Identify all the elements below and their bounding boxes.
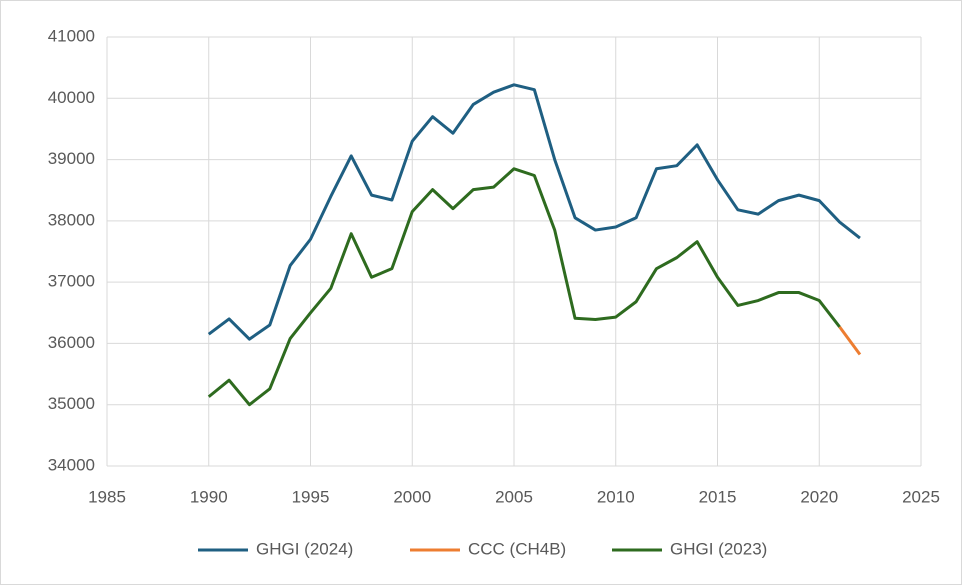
legend-label: GHGI (2024): [256, 539, 353, 558]
y-tick-label: 36000: [48, 333, 95, 352]
x-tick-label: 2010: [597, 487, 635, 506]
x-tick-label: 1990: [190, 487, 228, 506]
x-tick-label: 1995: [292, 487, 330, 506]
series-line: [838, 325, 862, 356]
x-tick-label: 1985: [88, 487, 126, 506]
y-tick-label: 34000: [48, 455, 95, 474]
y-tick-label: 39000: [48, 149, 95, 168]
x-tick-label: 2025: [902, 487, 940, 506]
series-line: [207, 167, 841, 407]
legend-label: GHGI (2023): [670, 539, 767, 558]
series-line: [207, 83, 861, 341]
legend-label: CCC (CH4B): [468, 539, 566, 558]
y-tick-label: 37000: [48, 272, 95, 291]
x-tick-label: 2000: [393, 487, 431, 506]
y-tick-label: 35000: [48, 394, 95, 413]
x-tick-label: 2020: [800, 487, 838, 506]
x-tick-label: 2015: [699, 487, 737, 506]
x-tick-label: 2005: [495, 487, 533, 506]
y-tick-label: 41000: [48, 26, 95, 45]
y-tick-label: 38000: [48, 210, 95, 229]
y-tick-label: 40000: [48, 88, 95, 107]
